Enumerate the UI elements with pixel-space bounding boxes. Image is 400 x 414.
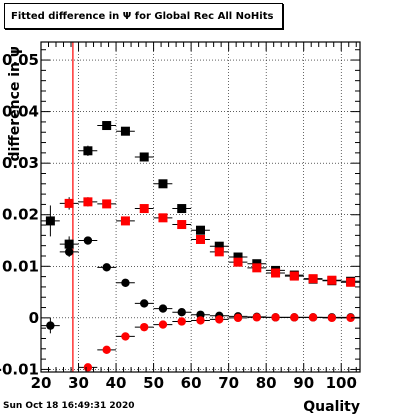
data-point-square bbox=[177, 204, 187, 214]
data-point-square bbox=[83, 146, 93, 156]
data-point-circle bbox=[158, 304, 168, 313]
y-tick-label: 0.05 bbox=[2, 51, 39, 69]
data-point-circle bbox=[252, 313, 261, 322]
data-point-square bbox=[196, 225, 205, 235]
x-tick-label: 80 bbox=[256, 374, 277, 392]
data-point-square bbox=[346, 277, 356, 287]
data-point-square bbox=[289, 271, 299, 281]
data-layer bbox=[41, 121, 360, 372]
data-point-circle bbox=[121, 332, 130, 341]
data-point-square bbox=[233, 252, 243, 262]
data-point-circle bbox=[102, 345, 111, 355]
x-tick-label: 90 bbox=[293, 374, 314, 392]
x-tick-label: 100 bbox=[326, 374, 357, 392]
data-point-circle bbox=[121, 278, 130, 287]
y-tick-label: -0.01 bbox=[0, 360, 39, 378]
x-tick-label: 60 bbox=[181, 374, 202, 392]
data-point-square bbox=[158, 179, 168, 189]
tick-label-layer: 20 30 40 50 60 70 80 90 100 -0.01 0 0.01 0.02 0.03 0.0… bbox=[0, 51, 357, 392]
y-axis-title: difference in ψ bbox=[7, 46, 23, 161]
data-point-circle bbox=[271, 313, 280, 322]
x-tick-label: 20 bbox=[31, 374, 52, 392]
data-point-square bbox=[83, 197, 93, 207]
data-point-circle bbox=[233, 313, 243, 323]
data-point-square bbox=[271, 268, 281, 278]
data-point-square bbox=[214, 247, 224, 257]
data-point-square bbox=[120, 126, 130, 136]
x-axis-title: Quality bbox=[303, 399, 360, 414]
data-point-square bbox=[158, 213, 168, 223]
data-point-circle bbox=[140, 322, 149, 332]
chart-title: Fitted difference in Ψ for Global Rec Al… bbox=[4, 3, 283, 29]
data-point-circle bbox=[46, 321, 55, 330]
data-point-circle bbox=[102, 263, 111, 272]
plot-frame bbox=[40, 41, 361, 373]
data-point-square bbox=[64, 239, 74, 249]
timestamp: Sun Oct 18 16:49:31 2020 bbox=[3, 401, 135, 411]
x-tick-label: 30 bbox=[68, 374, 89, 392]
data-point-square bbox=[139, 204, 149, 214]
data-point-circle bbox=[327, 313, 337, 323]
y-tick-label: 0 bbox=[29, 309, 39, 327]
data-point-circle bbox=[177, 307, 186, 317]
y-tick-label: 0.01 bbox=[2, 257, 39, 275]
data-point-square bbox=[308, 274, 318, 284]
data-point-square bbox=[102, 199, 112, 209]
data-point-circle bbox=[308, 313, 318, 322]
data-point-circle bbox=[83, 236, 93, 245]
data-point-square bbox=[177, 220, 187, 230]
data-point-square bbox=[102, 121, 112, 131]
x-tick-label: 40 bbox=[106, 374, 127, 392]
data-point-square bbox=[139, 152, 149, 162]
x-tick-label: 70 bbox=[218, 374, 239, 392]
x-tick-label: 50 bbox=[143, 374, 164, 392]
data-point-square bbox=[45, 216, 55, 226]
data-point-square bbox=[120, 216, 130, 226]
tick-layer bbox=[40, 42, 360, 372]
data-point-circle bbox=[290, 313, 299, 322]
data-point-square bbox=[252, 263, 262, 273]
data-point-circle bbox=[158, 320, 168, 329]
data-point-circle bbox=[140, 299, 149, 308]
data-point-circle bbox=[215, 315, 224, 324]
data-point-square bbox=[327, 275, 337, 285]
data-point-circle bbox=[83, 363, 93, 372]
data-point-square bbox=[196, 234, 205, 244]
data-point-circle bbox=[346, 313, 355, 323]
data-point-circle bbox=[64, 247, 74, 257]
data-point-square bbox=[214, 241, 224, 251]
y-tick-label: 0.03 bbox=[2, 154, 39, 172]
y-tick-label: 0.04 bbox=[2, 103, 39, 121]
data-point-square bbox=[64, 198, 74, 208]
data-point-circle bbox=[177, 317, 186, 326]
data-point-circle bbox=[196, 316, 205, 325]
data-point-square bbox=[233, 257, 243, 267]
y-tick-label: 0.02 bbox=[2, 206, 39, 224]
